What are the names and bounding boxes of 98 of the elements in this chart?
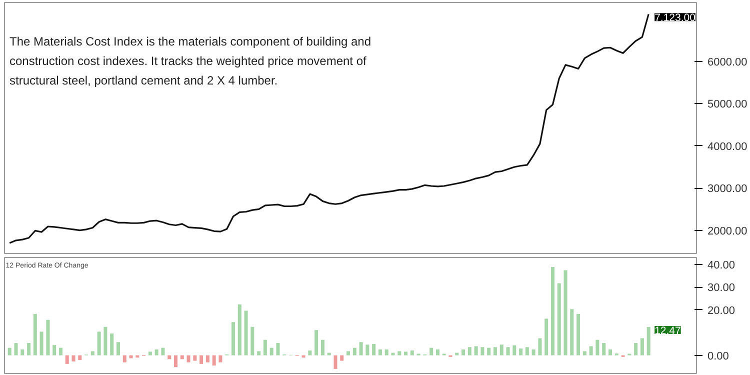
bar <box>462 349 466 356</box>
bar <box>154 349 158 356</box>
bar <box>33 314 37 356</box>
bar <box>474 346 478 356</box>
bar <box>487 348 491 356</box>
bar <box>104 326 108 356</box>
bar <box>410 350 414 356</box>
bar <box>634 343 638 356</box>
bar <box>372 344 376 356</box>
y-tick-label: 2000.00 <box>708 225 748 238</box>
bar <box>270 348 274 356</box>
bar <box>110 333 114 356</box>
bar <box>366 344 370 356</box>
bar <box>493 347 497 356</box>
bar <box>500 344 504 356</box>
bar <box>404 352 408 356</box>
bar <box>78 355 82 360</box>
bar <box>378 349 382 356</box>
bar <box>58 348 62 356</box>
bar <box>538 338 542 356</box>
bar <box>14 343 18 356</box>
y-tick-label: 3000.00 <box>708 183 748 196</box>
bar <box>218 355 222 362</box>
bar <box>97 332 101 356</box>
bar <box>308 350 312 356</box>
bar <box>582 351 586 356</box>
bar <box>206 355 210 362</box>
bar <box>532 349 536 356</box>
bar <box>244 310 248 356</box>
bar <box>340 355 344 361</box>
bar <box>596 340 600 356</box>
bar <box>40 332 44 356</box>
bar <box>519 348 523 356</box>
bar <box>193 355 197 361</box>
bar <box>8 348 12 356</box>
text: 12.47 <box>654 324 682 337</box>
bar <box>436 349 440 356</box>
bar <box>391 352 395 356</box>
bar <box>384 349 388 356</box>
y-tick-label: 30.00 <box>708 282 736 294</box>
bar <box>148 352 152 356</box>
bar <box>174 355 178 368</box>
bar <box>327 352 331 356</box>
bar <box>506 347 510 356</box>
bar <box>570 309 574 356</box>
bar <box>544 318 548 356</box>
bar <box>398 351 402 356</box>
bar <box>46 320 50 356</box>
bar <box>640 338 644 356</box>
bar <box>122 355 126 362</box>
bar <box>52 345 56 356</box>
bar <box>257 351 261 356</box>
bar <box>480 347 484 356</box>
bar <box>168 355 172 360</box>
bar <box>90 351 94 356</box>
bar <box>468 347 472 356</box>
bar <box>564 270 568 356</box>
bar <box>27 343 31 356</box>
bar <box>352 348 356 356</box>
bar <box>72 355 76 362</box>
bar <box>238 304 242 356</box>
bar <box>212 355 216 366</box>
annotation: The Materials Cost Index is the materials component of building and construction cost indexes. It tracks the weighted price movement of structural steel, portland cement and 2 X 4 lumber. <box>10 34 372 88</box>
bar <box>608 349 612 356</box>
bar <box>430 348 434 356</box>
bar <box>161 348 165 356</box>
bar <box>602 343 606 356</box>
bar <box>334 355 338 369</box>
bar <box>116 342 120 356</box>
bar <box>557 283 561 356</box>
bar <box>65 355 69 364</box>
y-tick-label: 4000.00 <box>708 140 748 153</box>
bar <box>359 342 363 356</box>
bar <box>314 330 318 356</box>
bar <box>180 355 184 360</box>
bar <box>231 322 236 356</box>
bar <box>129 355 133 358</box>
line-series <box>8 13 650 244</box>
bar <box>576 314 580 356</box>
bar <box>200 355 204 364</box>
y-tick-label: 0.00 <box>708 350 729 362</box>
bar <box>346 351 350 356</box>
bar <box>320 340 324 356</box>
bar <box>20 349 24 356</box>
bar <box>455 352 459 356</box>
bar <box>250 326 254 356</box>
y-tick-label: 5000.00 <box>708 98 748 111</box>
bar <box>186 355 190 362</box>
bar <box>589 346 593 356</box>
y-tick-label: 40.00 <box>708 259 736 272</box>
bar <box>525 347 529 356</box>
bar <box>646 326 650 356</box>
bar <box>512 345 516 356</box>
bar <box>550 267 554 356</box>
bar <box>276 343 280 356</box>
y-tick-label: 20.00 <box>708 304 736 317</box>
bar <box>263 340 267 356</box>
y-tick-label: 6000.00 <box>708 56 748 69</box>
